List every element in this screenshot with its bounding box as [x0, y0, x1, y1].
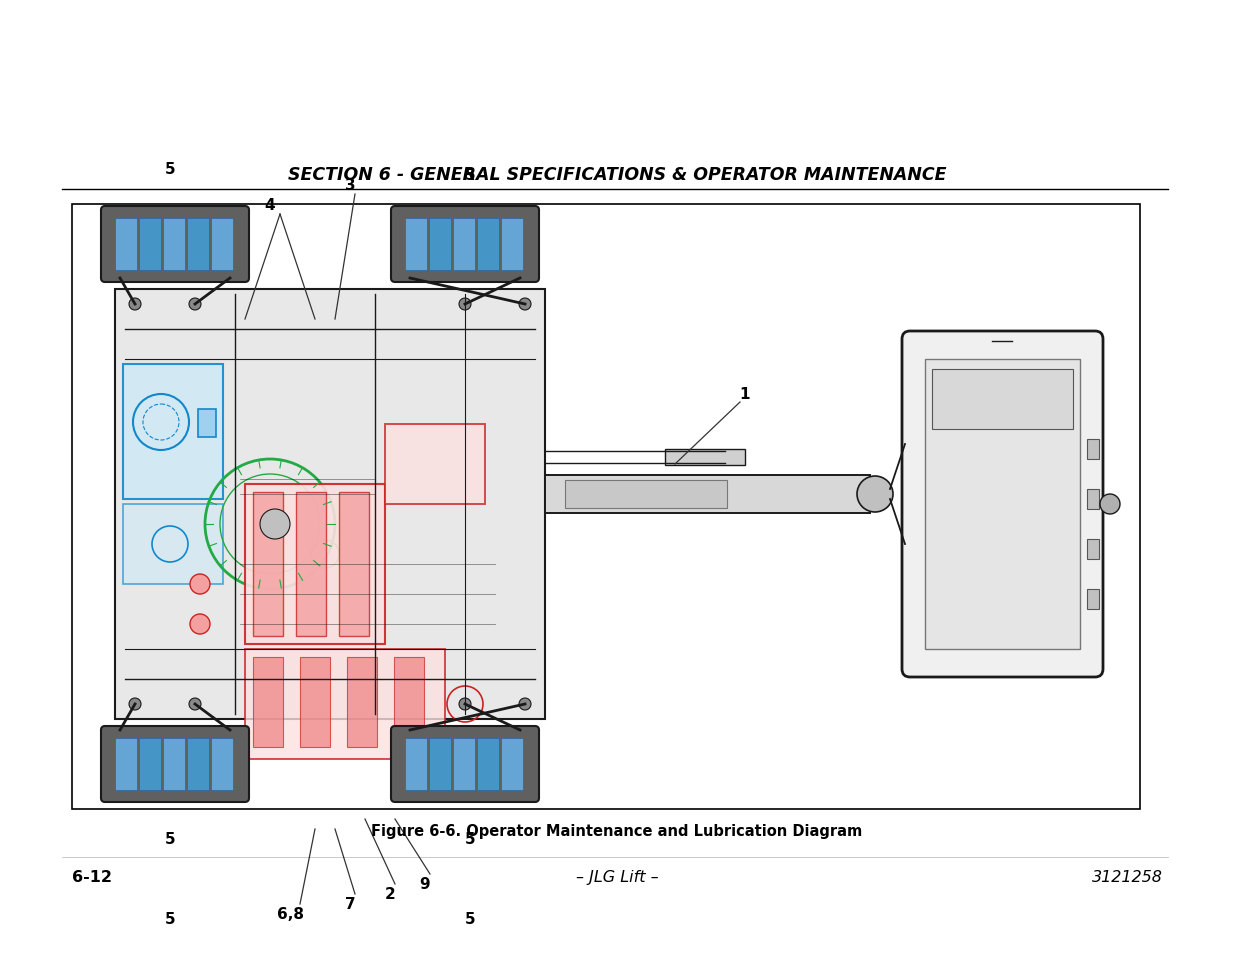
Bar [1087, 539, 1099, 559]
Bar [115, 290, 545, 720]
Bar [477, 219, 499, 271]
Bar [115, 739, 137, 790]
Circle shape [190, 615, 210, 635]
Circle shape [1100, 495, 1120, 515]
Bar [453, 219, 475, 271]
Text: 5: 5 [164, 162, 175, 177]
Bar [405, 219, 427, 271]
FancyBboxPatch shape [391, 726, 538, 802]
Bar [211, 219, 233, 271]
Circle shape [189, 298, 201, 311]
Text: 7: 7 [345, 897, 356, 911]
FancyBboxPatch shape [101, 207, 249, 283]
Bar [163, 739, 185, 790]
Bar [925, 359, 1079, 649]
Bar [394, 658, 424, 747]
Bar [296, 493, 326, 637]
Bar [405, 739, 427, 790]
Text: 3121258: 3121258 [1092, 869, 1163, 884]
FancyBboxPatch shape [391, 207, 538, 283]
Bar [338, 493, 369, 637]
Text: 9: 9 [420, 877, 430, 892]
Bar [1087, 439, 1099, 459]
Bar [245, 484, 385, 644]
Bar [501, 219, 522, 271]
Bar [429, 739, 451, 790]
Circle shape [189, 699, 201, 710]
Bar [429, 219, 451, 271]
Circle shape [857, 476, 893, 513]
Bar [1087, 490, 1099, 510]
Circle shape [459, 298, 471, 311]
Circle shape [519, 699, 531, 710]
Bar [186, 739, 209, 790]
Bar [72, 205, 1140, 809]
Bar [385, 424, 485, 504]
Bar [163, 219, 185, 271]
Bar [198, 410, 216, 437]
Bar [245, 649, 445, 760]
Text: 5: 5 [464, 832, 475, 846]
Bar [115, 219, 137, 271]
Bar [453, 739, 475, 790]
Bar [564, 480, 727, 509]
Text: 2: 2 [384, 886, 395, 902]
Circle shape [128, 699, 141, 710]
Text: – JLG Lift –: – JLG Lift – [576, 869, 658, 884]
Bar [124, 365, 224, 499]
Bar [1087, 589, 1099, 609]
Text: 5: 5 [164, 832, 175, 846]
Text: 6-12: 6-12 [72, 869, 112, 884]
Text: 5: 5 [464, 168, 475, 182]
Bar [140, 739, 161, 790]
Bar [477, 739, 499, 790]
Bar [140, 219, 161, 271]
Circle shape [261, 510, 290, 539]
Bar [664, 450, 745, 465]
Circle shape [459, 699, 471, 710]
Text: 5: 5 [164, 911, 175, 926]
Bar [253, 493, 283, 637]
Text: SECTION 6 - GENERAL SPECIFICATIONS & OPERATOR MAINTENANCE: SECTION 6 - GENERAL SPECIFICATIONS & OPE… [288, 166, 946, 184]
Circle shape [519, 298, 531, 311]
Text: 1: 1 [740, 387, 750, 402]
Text: 4: 4 [264, 197, 275, 213]
Bar [545, 476, 869, 514]
Text: 5: 5 [464, 911, 475, 926]
Text: 3: 3 [345, 177, 356, 193]
Circle shape [190, 575, 210, 595]
FancyBboxPatch shape [902, 332, 1103, 678]
Bar [501, 739, 522, 790]
Bar [347, 658, 377, 747]
Bar [186, 219, 209, 271]
Bar [253, 658, 283, 747]
Bar [932, 370, 1073, 430]
Bar [300, 658, 330, 747]
FancyBboxPatch shape [101, 726, 249, 802]
Bar [124, 504, 224, 584]
Text: 6,8: 6,8 [277, 906, 304, 922]
Circle shape [128, 298, 141, 311]
Bar [211, 739, 233, 790]
Text: Figure 6-6. Operator Maintenance and Lubrication Diagram: Figure 6-6. Operator Maintenance and Lub… [372, 823, 862, 839]
